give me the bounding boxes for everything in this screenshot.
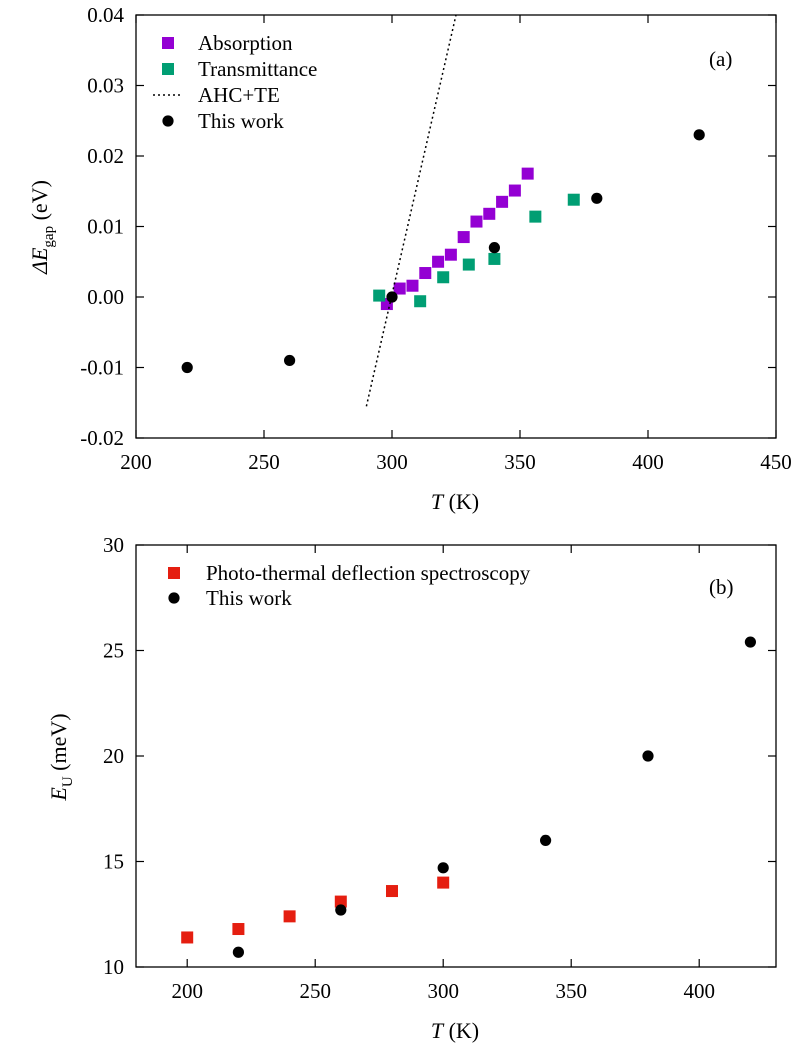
point-absorption (457, 231, 470, 244)
panel-b: 200 250 300 350 400 10 15 20 25 30 (b) Photo-ther… (46, 533, 777, 1043)
point-absorption (406, 279, 419, 292)
point-photo-thermal-deflection-spectroscopy (334, 895, 347, 908)
y-tick-label: 0.03 (87, 74, 124, 98)
point-transmittance (437, 271, 450, 284)
x-tick-label: 400 (683, 979, 715, 1003)
x-tick-label: 200 (171, 979, 203, 1003)
point-absorption (432, 255, 445, 268)
legend-this-work-marker-b (168, 592, 180, 604)
x-tick-label: 300 (427, 979, 459, 1003)
legend-pds-marker (168, 567, 180, 579)
point-photo-thermal-deflection-spectroscopy (437, 876, 450, 889)
point-absorption (393, 282, 406, 295)
x-tick-label: 250 (299, 979, 331, 1003)
y-tick-label: 20 (103, 744, 124, 768)
panel-b-legend: Photo-thermal deflection spectroscopy Th… (168, 561, 531, 610)
point-photo-thermal-deflection-spectroscopy (181, 931, 194, 944)
point-transmittance (373, 289, 386, 302)
point-absorption (444, 248, 457, 261)
panel-a-plot-area: 200 250 300 350 400 450 -0.02 -0.01 0.00 0.01 0.02… (80, 3, 792, 474)
y-tick-label: 0.01 (87, 215, 124, 239)
x-tick-label: 400 (632, 450, 664, 474)
legend-this-work-marker-a (162, 115, 174, 127)
y-tick-label: -0.01 (80, 356, 124, 380)
point-this-work (181, 361, 193, 374)
panel-b-plot-area: 200 250 300 350 400 10 15 20 25 30 (103, 533, 776, 1003)
legend-this-work-label-b: This work (206, 586, 292, 610)
point-this-work (488, 242, 500, 254)
point-transmittance (488, 252, 501, 265)
y-tick-label: 10 (103, 955, 124, 979)
point-photo-thermal-deflection-spectroscopy (232, 923, 245, 936)
panel-a-label: (a) (709, 47, 732, 71)
point-this-work (335, 904, 347, 916)
x-tick-label: 350 (504, 450, 536, 474)
y-tick-label: 25 (103, 639, 124, 663)
panel-b-frame (135, 544, 777, 968)
point-transmittance (567, 193, 580, 206)
point-this-work (232, 946, 244, 958)
point-this-work (540, 834, 552, 847)
x-tick-label: 300 (376, 450, 408, 474)
x-tick-label: 200 (120, 450, 152, 474)
point-absorption (496, 195, 509, 208)
x-tick-label: 250 (248, 450, 280, 474)
y-tick-label: 15 (103, 850, 124, 874)
panel-a-ylabel: ΔEgap (eV) (27, 180, 57, 275)
point-this-work (386, 291, 398, 303)
point-this-work (437, 862, 449, 874)
panel-a-legend: Absorption Transmittance AHC+TE This wor… (153, 31, 317, 133)
panel-a-frame (135, 14, 777, 439)
point-absorption (470, 215, 483, 228)
panel-b-xlabel: T (K) (431, 1018, 479, 1043)
point-this-work (642, 750, 654, 762)
legend-absorption-marker (162, 37, 174, 49)
panel-a: 200 250 300 350 400 450 -0.02 -0.01 0.00 0.01 0.02… (27, 3, 792, 514)
panel-a-xlabel: T (K) (431, 489, 479, 514)
point-this-work (591, 192, 603, 204)
y-tick-label: 30 (103, 533, 124, 557)
panel-b-label: (b) (709, 575, 734, 599)
legend-transmittance-marker (162, 63, 174, 75)
point-absorption (508, 184, 521, 197)
point-absorption (483, 207, 496, 220)
x-tick-label: 450 (760, 450, 792, 474)
legend-pds-label: Photo-thermal deflection spectroscopy (206, 561, 531, 585)
point-this-work (744, 636, 757, 648)
panel-b-ylabel: EU (meV) (46, 713, 76, 801)
point-photo-thermal-deflection-spectroscopy (283, 910, 296, 923)
y-tick-label: -0.02 (80, 426, 124, 450)
y-tick-label: 0.02 (87, 144, 124, 168)
point-this-work (693, 129, 705, 141)
x-tick-label: 350 (555, 979, 587, 1003)
y-tick-label: 0.00 (87, 285, 124, 309)
y-tick-label: 0.04 (87, 3, 124, 27)
point-this-work (284, 354, 296, 367)
series-ahc-te-line (365, 14, 457, 407)
point-transmittance (414, 295, 427, 308)
legend-transmittance-label: Transmittance (198, 57, 317, 81)
point-transmittance (529, 210, 542, 223)
point-transmittance (462, 258, 475, 271)
legend-absorption-label: Absorption (198, 31, 293, 55)
point-absorption (521, 167, 534, 180)
point-photo-thermal-deflection-spectroscopy (386, 885, 398, 898)
point-absorption (419, 267, 432, 280)
legend-this-work-label-a: This work (198, 109, 284, 133)
legend-ahc-te-label: AHC+TE (198, 83, 280, 107)
